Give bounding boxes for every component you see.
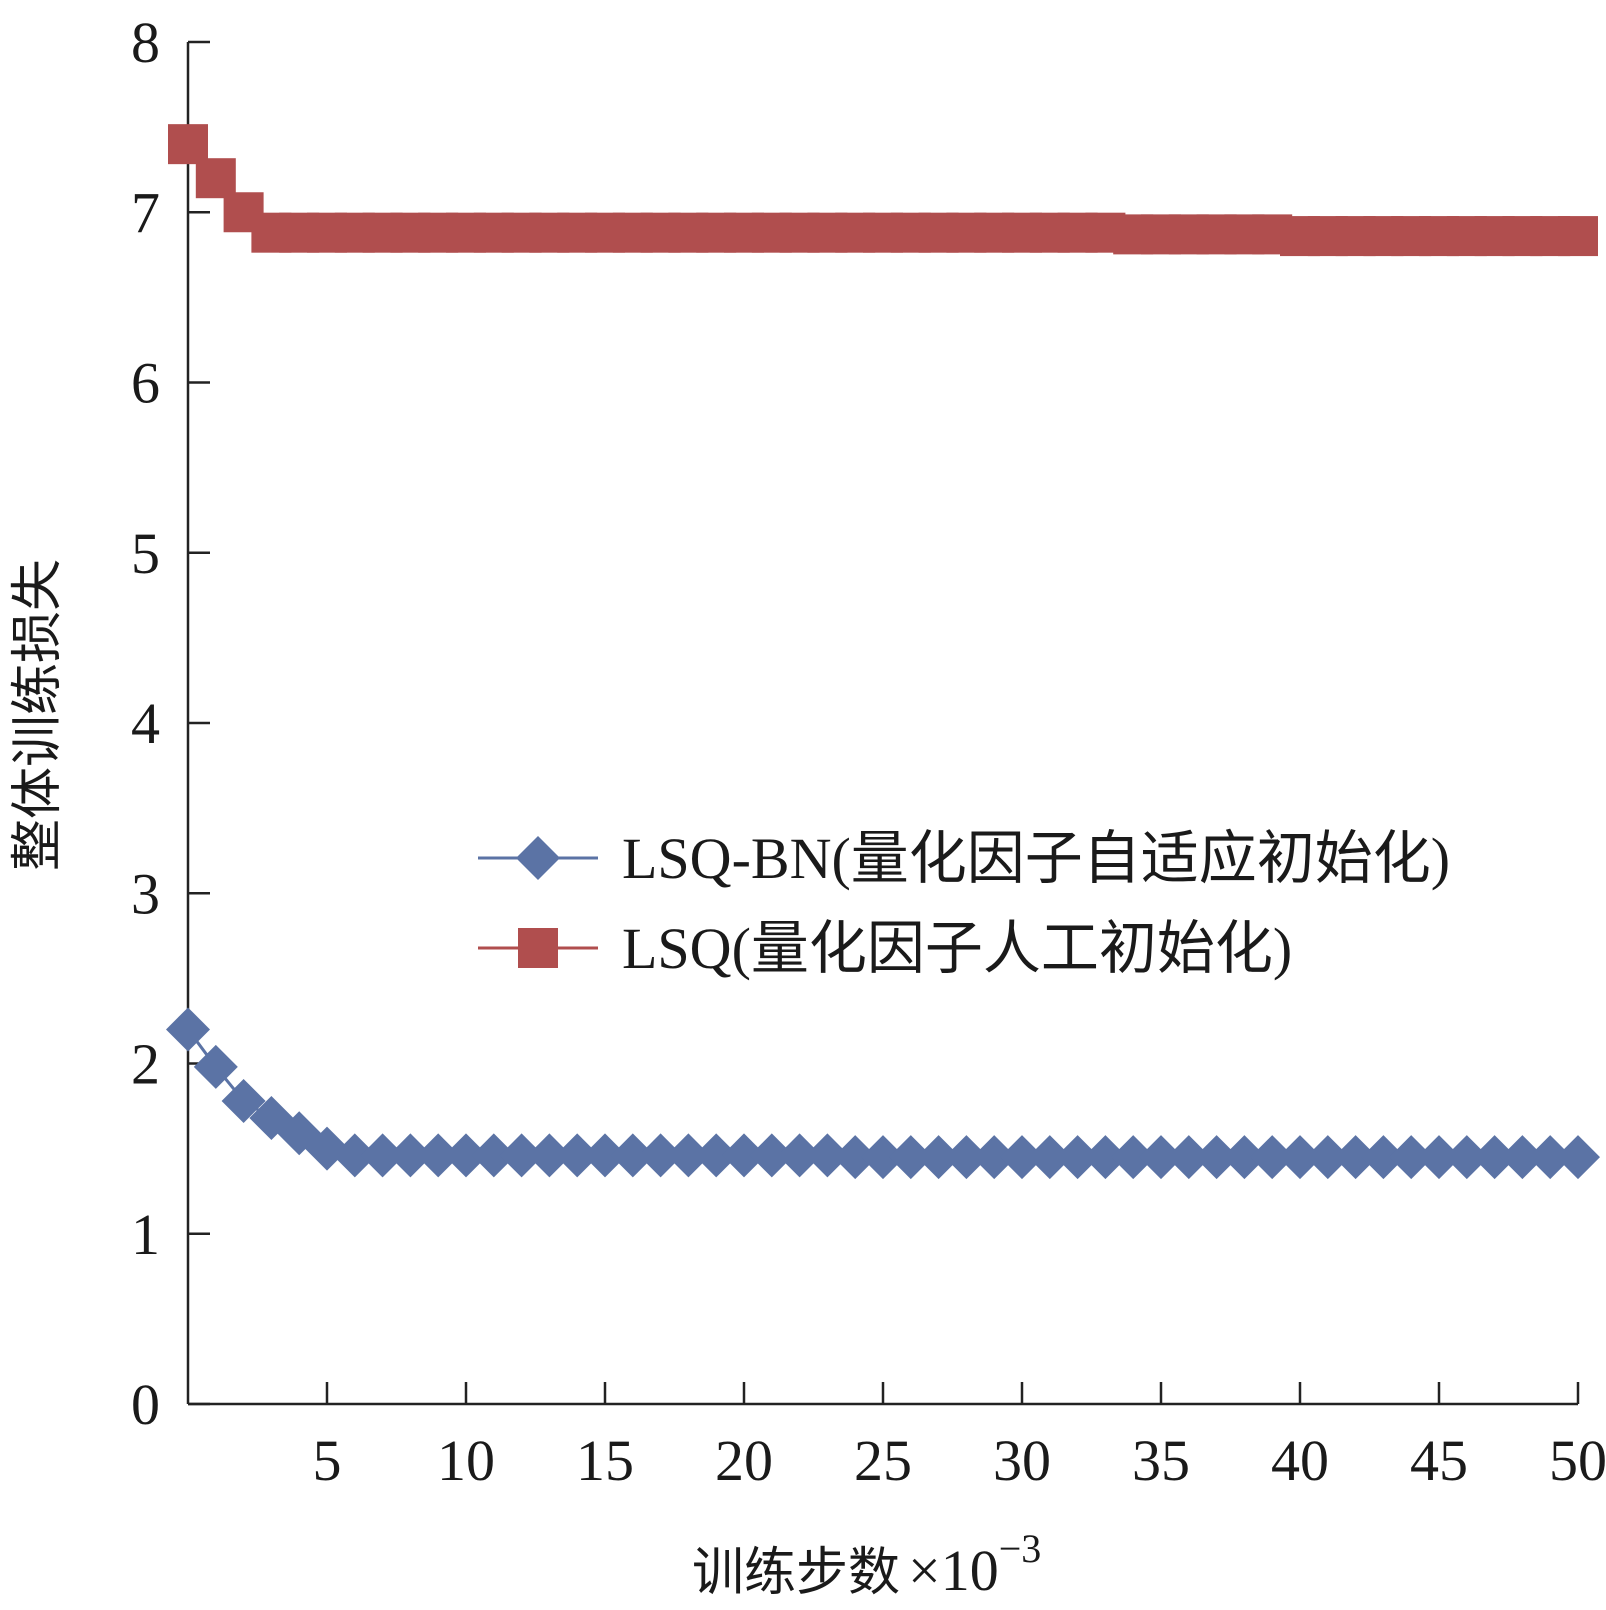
y-tick-label: 1 [131, 1202, 160, 1267]
x-tick-label: 45 [1410, 1428, 1468, 1493]
y-tick-label: 7 [131, 180, 160, 245]
data-point [944, 1135, 989, 1180]
x-tick-label: 5 [313, 1428, 342, 1493]
data-point [499, 1133, 544, 1178]
data-point [1500, 1135, 1545, 1180]
data-point [471, 1133, 516, 1178]
data-point [1305, 1135, 1350, 1180]
series-1 [166, 1007, 1600, 1180]
x-tick-label: 40 [1271, 1428, 1329, 1493]
x-axis-multiplier-base: ×10 [908, 1538, 999, 1603]
data-point [1000, 1135, 1044, 1180]
data-point [777, 1133, 822, 1178]
data-point [972, 1135, 1017, 1180]
x-axis-title: 训练步数 ×10−3 [692, 1526, 1041, 1603]
data-point [638, 1133, 683, 1178]
data-point [694, 1133, 739, 1178]
legend-label: LSQ(量化因子人工初始化) [622, 916, 1292, 981]
legend-marker [516, 836, 560, 880]
data-point [1558, 216, 1598, 257]
data-point [610, 1133, 655, 1178]
data-point [193, 1044, 238, 1089]
data-point [444, 1133, 488, 1178]
data-point [722, 1133, 766, 1178]
series-layer [166, 124, 1600, 1180]
legend-marker [518, 928, 558, 968]
data-point [1194, 1135, 1239, 1180]
legend-label: LSQ-BN(量化因子自适应初始化) [622, 826, 1450, 891]
x-tick-label: 35 [1132, 1428, 1190, 1493]
data-point [1027, 1135, 1072, 1180]
data-point [221, 1078, 266, 1123]
data-point [888, 1135, 933, 1180]
x-tick-label: 15 [576, 1428, 634, 1493]
data-point [1472, 1135, 1517, 1180]
data-point [555, 1133, 600, 1178]
data-point [1361, 1135, 1406, 1180]
x-axis-multiplier-exp: −3 [999, 1526, 1042, 1571]
data-point [195, 158, 236, 199]
x-tick-label: 30 [993, 1428, 1051, 1493]
data-point [360, 1133, 405, 1178]
data-point [749, 1133, 794, 1178]
data-point [916, 1135, 961, 1180]
y-tick-label: 6 [131, 351, 160, 416]
data-point [666, 1133, 711, 1178]
data-point [1083, 1135, 1128, 1180]
data-point [833, 1135, 878, 1180]
data-point [1278, 1135, 1322, 1180]
data-point [1111, 1135, 1156, 1180]
data-point [1222, 1135, 1267, 1180]
data-point [1389, 1135, 1434, 1180]
y-tick-label: 4 [131, 691, 160, 756]
data-point [1333, 1135, 1378, 1180]
y-tick-label: 5 [131, 521, 160, 586]
y-tick-label: 8 [131, 10, 160, 75]
x-axis-multiplier: ×10−3 [908, 1526, 1041, 1603]
data-point [388, 1133, 433, 1178]
data-point [168, 124, 208, 165]
data-point [1528, 1135, 1573, 1180]
x-tick-label: 10 [437, 1428, 495, 1493]
legend: LSQ-BN(量化因子自适应初始化) LSQ(量化因子人工初始化) [478, 826, 1450, 981]
data-point [1055, 1135, 1100, 1180]
data-point [805, 1133, 850, 1178]
data-point [1444, 1135, 1489, 1180]
data-point [1166, 1135, 1211, 1180]
x-tick-label: 50 [1549, 1428, 1606, 1493]
x-tick-label: 20 [715, 1428, 773, 1493]
y-tick-label: 2 [131, 1032, 160, 1097]
y-axis-title: 整体训练损失 [8, 559, 68, 871]
data-point [332, 1133, 377, 1178]
series-2 [168, 124, 1598, 257]
data-point [527, 1133, 572, 1178]
x-axis-title-text: 训练步数 [692, 1543, 900, 1603]
data-point [1417, 1135, 1461, 1180]
legend-item-2: LSQ(量化因子人工初始化) [478, 916, 1292, 981]
data-point [1250, 1135, 1295, 1180]
data-point [416, 1133, 461, 1178]
data-point [166, 1007, 210, 1052]
data-point [1139, 1135, 1183, 1180]
data-point [1556, 1135, 1600, 1180]
data-point [583, 1133, 627, 1178]
x-tick-label: 25 [854, 1428, 912, 1493]
y-tick-label: 3 [131, 861, 160, 926]
legend-item-1: LSQ-BN(量化因子自适应初始化) [478, 826, 1450, 891]
data-point [861, 1135, 905, 1180]
y-tick-label: 0 [131, 1372, 160, 1437]
